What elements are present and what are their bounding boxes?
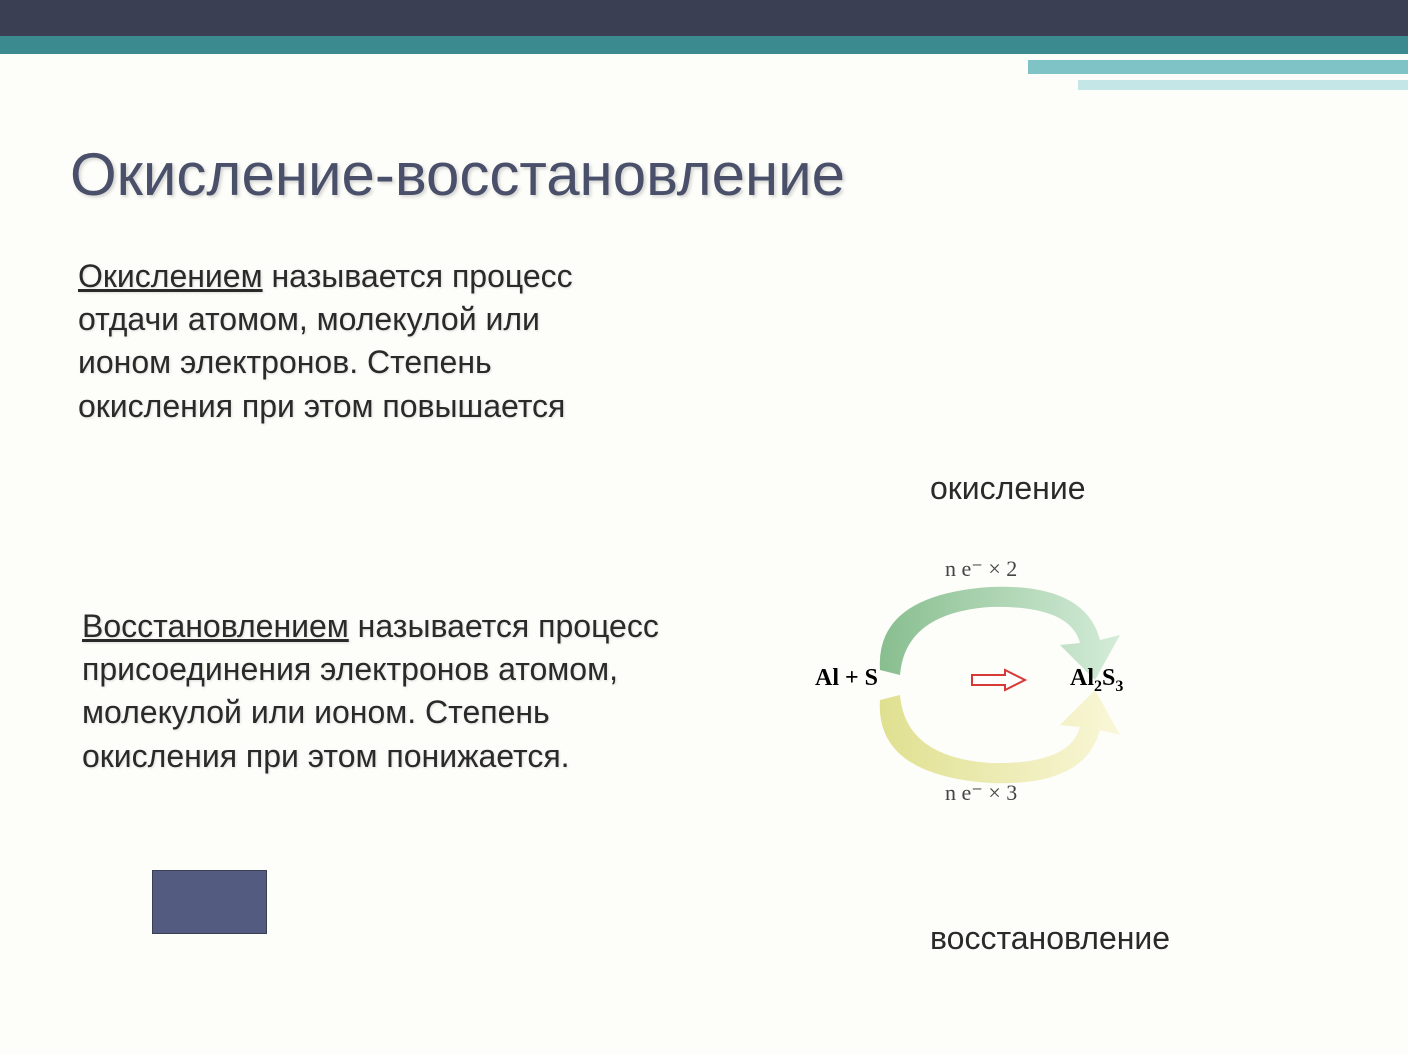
redox-diagram: n e⁻ × 2 n e⁻ × 3 Al + S Al2S3 — [770, 520, 1170, 840]
term-reduction: Восстановлением — [82, 608, 349, 644]
electron-formula-bottom: n e⁻ × 3 — [945, 780, 1017, 806]
accent-stripe-3 — [1078, 80, 1408, 90]
top-bar — [0, 0, 1408, 36]
definition-oxidation: Окислением называется процесс отдачи ато… — [78, 255, 638, 428]
reactants-formula: Al + S — [815, 665, 878, 692]
label-reduction: восстановление — [930, 920, 1170, 957]
product-al: Al — [1070, 665, 1094, 691]
product-formula: Al2S3 — [1070, 665, 1123, 696]
decorative-box — [152, 870, 267, 934]
reaction-arrow-icon — [970, 668, 1030, 692]
product-sub2: 3 — [1115, 678, 1123, 695]
definition-reduction: Восстановлением называется процесс присо… — [82, 605, 662, 778]
slide-title: Окисление-восстановление — [70, 140, 845, 209]
reduction-arrow-icon — [845, 685, 1135, 795]
accent-stripe-2 — [1028, 60, 1408, 74]
label-oxidation: окисление — [930, 470, 1085, 507]
term-oxidation: Окислением — [78, 258, 263, 294]
accent-stripe-1 — [0, 36, 1408, 54]
electron-formula-top: n e⁻ × 2 — [945, 556, 1017, 582]
product-s: S — [1102, 665, 1115, 691]
product-sub1: 2 — [1094, 678, 1102, 695]
